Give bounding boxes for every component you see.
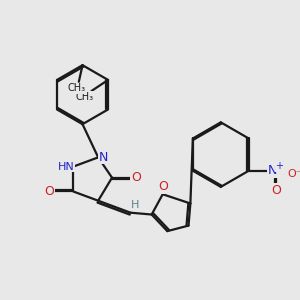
Text: O: O [272,184,281,196]
Text: O⁻: O⁻ [287,169,300,178]
Text: O: O [131,171,141,184]
Text: O: O [44,185,54,198]
Text: N: N [99,151,108,164]
Text: HN: HN [58,162,74,172]
Text: CH₃: CH₃ [75,92,93,101]
Text: N: N [268,164,278,177]
Text: CH₃: CH₃ [68,83,86,93]
Text: H: H [131,200,139,210]
Text: +: + [275,161,283,171]
Text: O: O [158,180,168,194]
